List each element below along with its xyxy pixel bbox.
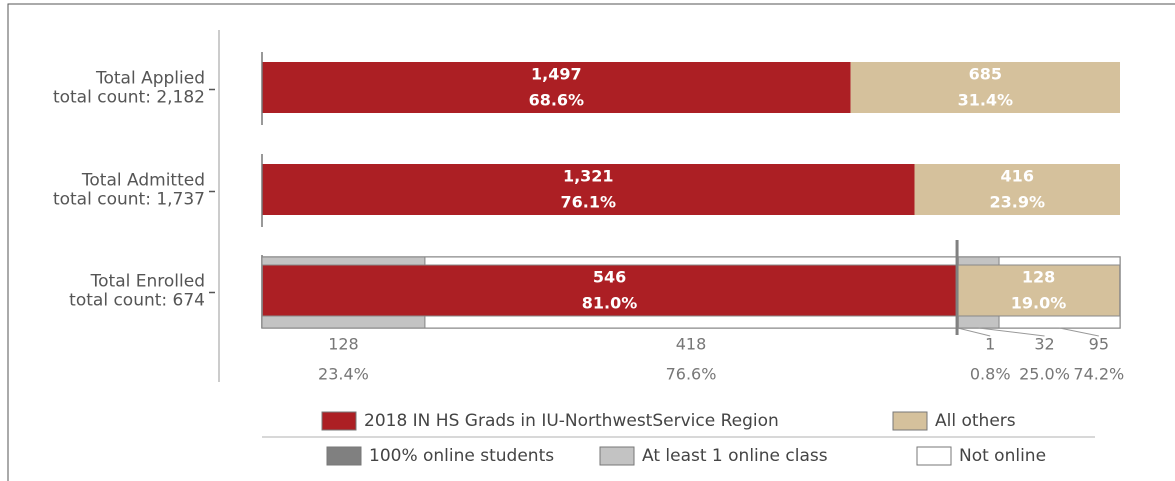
bar	[262, 62, 851, 113]
online-percent-label: 25.0%	[1019, 365, 1070, 384]
bar-value-label: 546	[593, 268, 626, 287]
bar-percent-label: 31.4%	[958, 91, 1014, 110]
online-percent-label: 23.4%	[318, 365, 369, 384]
bar	[262, 265, 958, 316]
online-percent-label: 74.2%	[1073, 365, 1124, 384]
online-count-label: 1	[985, 335, 995, 354]
bar-percent-label: 81.0%	[582, 294, 638, 313]
legend-label: 100% online students	[369, 446, 554, 466]
legend-swatch	[599, 446, 635, 466]
online-count-label: 418	[676, 335, 707, 354]
bar	[850, 62, 1120, 113]
online-segment	[957, 315, 1000, 329]
leader-line	[957, 327, 991, 337]
legend-label: Not online	[959, 446, 1046, 466]
online-segment	[955, 240, 959, 335]
leader-line	[978, 327, 1045, 337]
online-segment	[261, 256, 426, 266]
online-count-label: 128	[328, 335, 359, 354]
online-percent-label: 0.8%	[970, 365, 1011, 384]
bar-value-label: 416	[1001, 167, 1034, 186]
bar-percent-label: 23.9%	[989, 193, 1045, 212]
frame	[7, 3, 1175, 481]
online-percent-label: 76.6%	[666, 365, 717, 384]
category-subtitle: total count: 1,737	[53, 190, 205, 210]
bar-value-label: 1,321	[563, 167, 614, 186]
bar-value-label: 128	[1022, 268, 1055, 287]
bar	[914, 164, 1120, 215]
bar	[262, 164, 915, 215]
category-subtitle: total count: 2,182	[53, 88, 205, 108]
bar-percent-label: 76.1%	[560, 193, 616, 212]
legend-swatch	[892, 411, 928, 431]
online-segment	[261, 315, 426, 329]
leader-line	[1059, 327, 1099, 337]
online-count-label: 95	[1089, 335, 1109, 354]
legend-swatch	[916, 446, 952, 466]
online-segment	[998, 256, 1121, 266]
bar-percent-label: 68.6%	[529, 91, 585, 110]
legend-label: At least 1 online class	[642, 446, 828, 466]
bar-value-label: 685	[969, 65, 1002, 84]
legend-label: 2018 IN HS Grads in IU-NorthwestService …	[364, 411, 779, 431]
online-segment	[424, 315, 958, 329]
online-segment	[424, 256, 958, 266]
online-segment	[998, 315, 1121, 329]
legend-label: All others	[935, 411, 1016, 431]
category-label: Total Enrolled	[90, 272, 205, 292]
online-count-label: 32	[1034, 335, 1054, 354]
bar	[957, 265, 1120, 316]
online-segment	[957, 256, 1000, 266]
category-label: Total Applied	[95, 69, 205, 89]
legend-swatch	[321, 411, 357, 431]
category-subtitle: total count: 674	[69, 291, 205, 311]
category-label: Total Admitted	[81, 171, 205, 191]
bar-value-label: 1,497	[531, 65, 582, 84]
legend-swatch	[326, 446, 362, 466]
bar-percent-label: 19.0%	[1011, 294, 1067, 313]
